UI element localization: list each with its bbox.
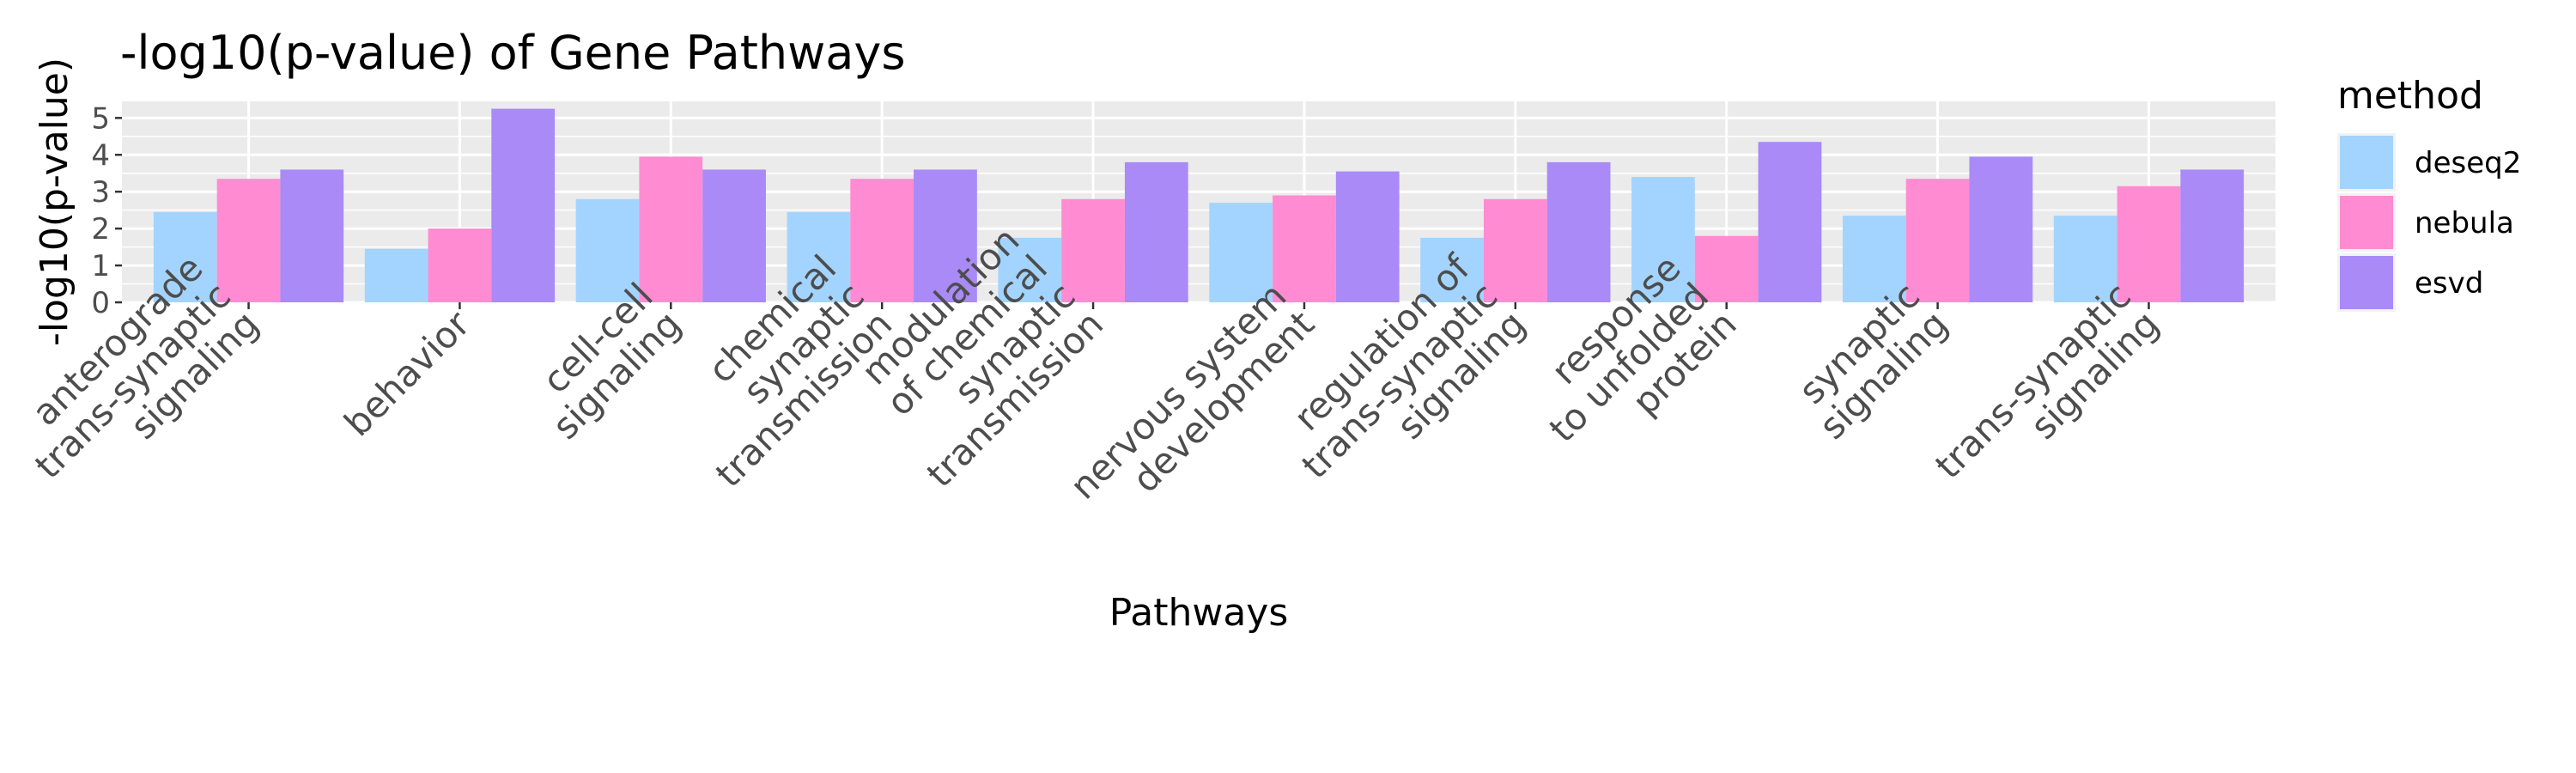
bar-deseq2 [2053, 216, 2117, 302]
bar-nebula [2117, 186, 2181, 302]
bar-deseq2 [153, 211, 217, 302]
legend-label-nebula: nebula [2415, 206, 2514, 240]
legend-key-esvd [2340, 256, 2393, 309]
x-axis-title: Pathways [1109, 591, 1289, 635]
y-tick-label: 2 [91, 212, 110, 247]
x-tick-label: behavior [336, 302, 478, 445]
bar-deseq2 [1209, 203, 1273, 302]
bar-nebula [428, 228, 492, 302]
bar-esvd [702, 169, 766, 302]
y-tick-label: 4 [91, 138, 110, 173]
legend-key-deseq2 [2340, 136, 2393, 189]
bar-deseq2 [575, 198, 640, 302]
legend: method deseq2 nebula esvd [2337, 74, 2521, 312]
bar-deseq2 [1842, 216, 1906, 302]
bar-nebula [1694, 235, 1759, 302]
y-tick-label: 1 [91, 249, 110, 283]
bar-deseq2 [364, 248, 428, 302]
bar-deseq2 [787, 211, 851, 302]
y-tick-label: 5 [91, 101, 110, 136]
chart-title: -log10(p-value) of Gene Pathways [120, 26, 906, 80]
y-axis-title: -log10(p-value) [33, 58, 76, 346]
bar-esvd [914, 169, 977, 302]
y-tick-label: 0 [91, 286, 110, 320]
bar-esvd [1969, 156, 2033, 302]
bar-esvd [1546, 161, 1611, 302]
bar-nebula [850, 179, 914, 302]
bar-nebula [1905, 179, 1970, 302]
bars-group [153, 108, 2245, 302]
bar-esvd [1335, 171, 1400, 302]
bar-nebula [1273, 195, 1336, 302]
legend-key-nebula [2340, 196, 2393, 249]
x-tick-label-line: behavior [336, 302, 478, 445]
bar-nebula [216, 179, 281, 302]
bar-deseq2 [998, 237, 1062, 302]
bar-esvd [1758, 142, 1822, 302]
bar-esvd [491, 108, 556, 302]
bar-nebula [1061, 198, 1125, 302]
legend-title: method [2337, 74, 2483, 118]
bar-esvd [280, 169, 344, 302]
bar-deseq2 [1420, 237, 1484, 302]
bar-nebula [1483, 198, 1547, 302]
bar-nebula [639, 156, 703, 302]
bar-deseq2 [1631, 177, 1695, 302]
legend-label-deseq2: deseq2 [2415, 146, 2521, 180]
legend-label-esvd: esvd [2415, 266, 2483, 301]
bar-esvd [2180, 169, 2245, 302]
y-tick-label: 3 [91, 175, 110, 210]
bar-esvd [1124, 161, 1188, 302]
